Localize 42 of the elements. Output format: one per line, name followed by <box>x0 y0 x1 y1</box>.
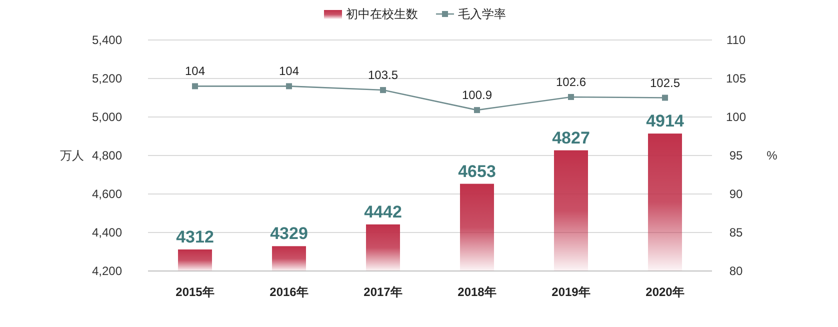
legend-label: 初中在校生数 <box>346 7 418 21</box>
y2-tick-label: 95 <box>729 148 743 162</box>
y-tick-label: 4,200 <box>92 264 122 278</box>
x-tick-label: 2019年 <box>552 285 590 299</box>
y-tick-label: 4,800 <box>92 148 122 162</box>
y2-tick-label: 100 <box>726 110 746 124</box>
x-tick-label: 2020年 <box>646 285 684 299</box>
y-tick-label: 5,000 <box>92 110 122 124</box>
data-label: 4312 <box>176 227 214 246</box>
data-label: 4914 <box>646 112 684 131</box>
y2-tick-label: 85 <box>729 226 743 240</box>
point <box>380 87 386 94</box>
point <box>568 94 574 100</box>
y-tick-label: 4,600 <box>92 187 122 201</box>
x-tick-label: 2018年 <box>458 285 496 299</box>
y2-axis-title: % <box>766 148 778 162</box>
data-label: 102.5 <box>650 76 680 90</box>
point <box>192 83 198 90</box>
x-tick-label: 2016年 <box>270 285 308 299</box>
x-tick-label: 2017年 <box>364 285 402 299</box>
data-label: 103.5 <box>368 68 398 82</box>
point <box>286 83 292 90</box>
data-label: 4329 <box>270 224 308 244</box>
data-label: 4442 <box>364 202 402 222</box>
data-label: 4827 <box>552 128 590 148</box>
data-label: 104 <box>278 64 300 78</box>
y2-tick-label: 105 <box>726 72 746 86</box>
x-tick-label: 2015年 <box>176 285 214 299</box>
y-tick-label: 5,400 <box>92 33 122 47</box>
y2-tick-label: 80 <box>729 264 743 278</box>
legend-label: 毛入学率 <box>458 7 506 21</box>
y-tick-label: 5,200 <box>92 72 122 86</box>
data-label: 4653 <box>458 162 496 181</box>
y2-tick-label: 110 <box>726 33 746 47</box>
data-label: 100.9 <box>462 88 492 102</box>
point <box>474 107 480 114</box>
y-tick-label: 4,400 <box>92 226 122 240</box>
y2-tick-label: 90 <box>729 187 743 201</box>
data-label: 104 <box>184 64 206 78</box>
y-axis-title: 万人 <box>60 148 84 162</box>
point <box>662 94 668 101</box>
data-label: 102.6 <box>556 74 586 89</box>
